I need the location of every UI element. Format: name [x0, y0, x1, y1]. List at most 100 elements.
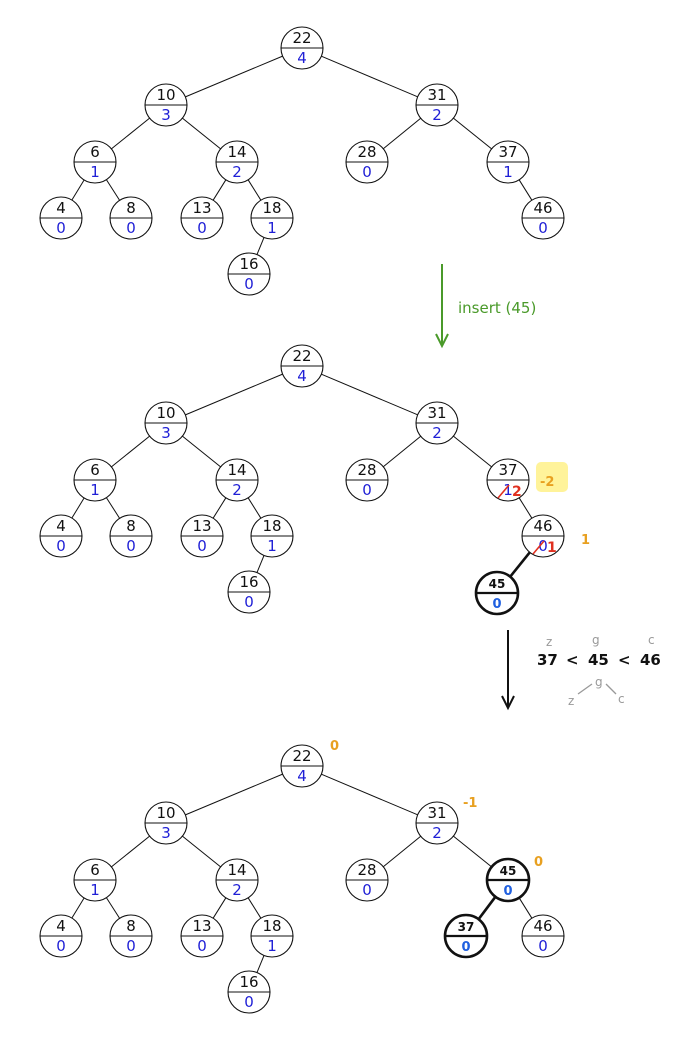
- node-key: 16: [239, 255, 258, 273]
- node-key: 14: [227, 461, 246, 479]
- node-balance: 1: [267, 937, 277, 955]
- mini-tree-right: c: [618, 692, 625, 706]
- letter-g: g: [592, 633, 600, 647]
- tree-node-14: 142: [215, 140, 259, 184]
- node-balance: 2: [432, 106, 442, 124]
- tree-node-28: 280: [345, 858, 389, 902]
- node-key: 18: [262, 199, 281, 217]
- tree-node-37: 371: [486, 458, 530, 502]
- node-balance: 2: [232, 881, 242, 899]
- node-balance: 0: [244, 593, 254, 611]
- tree-node-6: 61: [73, 458, 117, 502]
- node-key: 28: [357, 461, 376, 479]
- tree-node-10: 103: [144, 83, 188, 127]
- node-key: 16: [239, 573, 258, 591]
- compare-lt-2: <: [618, 651, 631, 669]
- node-key: 6: [90, 461, 100, 479]
- tree-node-31: 312: [415, 83, 459, 127]
- compare-45: 45: [588, 651, 609, 669]
- tree-node-28: 280: [345, 140, 389, 184]
- compare-37: 37: [537, 651, 558, 669]
- node-balance: 1: [90, 481, 100, 499]
- node-balance: 2: [432, 824, 442, 842]
- tree-node-13: 130: [180, 914, 224, 958]
- node-balance: 2: [232, 163, 242, 181]
- tree-node-46: 460: [521, 914, 565, 958]
- new-balance-37: 2: [512, 484, 522, 500]
- node-key: 8: [126, 517, 136, 535]
- node-key: 16: [239, 973, 258, 991]
- node-balance: 0: [126, 537, 136, 555]
- node-key: 10: [156, 404, 175, 422]
- node-balance: 3: [161, 424, 171, 442]
- node-balance: 0: [126, 937, 136, 955]
- node-key: 14: [227, 861, 246, 879]
- compare-46: 46: [640, 651, 661, 669]
- mini-tree: g z c: [568, 675, 625, 708]
- tree-node-22: 224: [280, 744, 324, 788]
- node-balance: 0: [538, 537, 548, 555]
- node-key: 22: [292, 347, 311, 365]
- node-key: 4: [56, 517, 66, 535]
- node-balance: 1: [90, 163, 100, 181]
- tree-node-22: 224: [280, 26, 324, 70]
- tree-node-6: 61: [73, 858, 117, 902]
- node-balance: 0: [197, 219, 207, 237]
- node-balance: 4: [297, 767, 307, 785]
- node-key: 31: [427, 404, 446, 422]
- annotation-46: 1: [581, 533, 590, 548]
- node-balance: 1: [503, 163, 513, 181]
- tree-node-4: 40: [39, 514, 83, 558]
- tree-node-14: 142: [215, 858, 259, 902]
- node-balance: 0: [538, 937, 548, 955]
- node-key: 46: [533, 199, 552, 217]
- tree-node-18: 181: [250, 914, 294, 958]
- tree-node-13: 130: [180, 514, 224, 558]
- tree-node-10: 103: [144, 801, 188, 845]
- hand-node-balance: 0: [503, 884, 512, 899]
- node-key: 28: [357, 861, 376, 879]
- node-balance: 0: [244, 993, 254, 1011]
- annotation-22: 0: [330, 739, 339, 754]
- rotated-node-37: 370: [443, 913, 489, 959]
- annotation-37: -2: [540, 475, 554, 490]
- new-edge: [509, 551, 531, 578]
- node-key: 37: [498, 143, 517, 161]
- mini-tree-root: g: [595, 675, 603, 689]
- node-balance: 2: [232, 481, 242, 499]
- node-key: 46: [533, 517, 552, 535]
- node-key: 10: [156, 804, 175, 822]
- hand-node-key: 45: [500, 864, 517, 878]
- node-balance: 1: [267, 537, 277, 555]
- node-key: 31: [427, 86, 446, 104]
- node-balance: 0: [362, 881, 372, 899]
- node-balance: 0: [362, 481, 372, 499]
- node-balance: 0: [244, 275, 254, 293]
- panel-after-insert: 22410331261142280371408013018146016021-2…: [39, 344, 590, 616]
- tree-node-4: 40: [39, 914, 83, 958]
- mini-tree-left: z: [568, 694, 574, 708]
- node-balance: 0: [197, 937, 207, 955]
- node-key: 18: [262, 517, 281, 535]
- node-balance: 0: [56, 537, 66, 555]
- hand-node-key: 45: [489, 577, 506, 591]
- annotation-31: -1: [463, 796, 477, 811]
- node-key: 10: [156, 86, 175, 104]
- insert-step-arrow: [435, 264, 449, 349]
- rotated-edge: [477, 896, 497, 920]
- strike-37-balance: [497, 484, 510, 499]
- panel-after-rotation: 2241033126114228040801301814601604503700…: [39, 739, 565, 1014]
- node-balance: 0: [362, 163, 372, 181]
- node-key: 8: [126, 917, 136, 935]
- node-balance: 4: [297, 49, 307, 67]
- tree-node-31: 312: [415, 401, 459, 445]
- node-balance: 0: [56, 937, 66, 955]
- node-key: 13: [192, 517, 211, 535]
- node-balance: 1: [503, 481, 513, 499]
- tree-node-16: 160: [227, 252, 271, 296]
- rotation-step-arrow: [501, 630, 515, 711]
- node-key: 13: [192, 199, 211, 217]
- node-balance: 1: [90, 881, 100, 899]
